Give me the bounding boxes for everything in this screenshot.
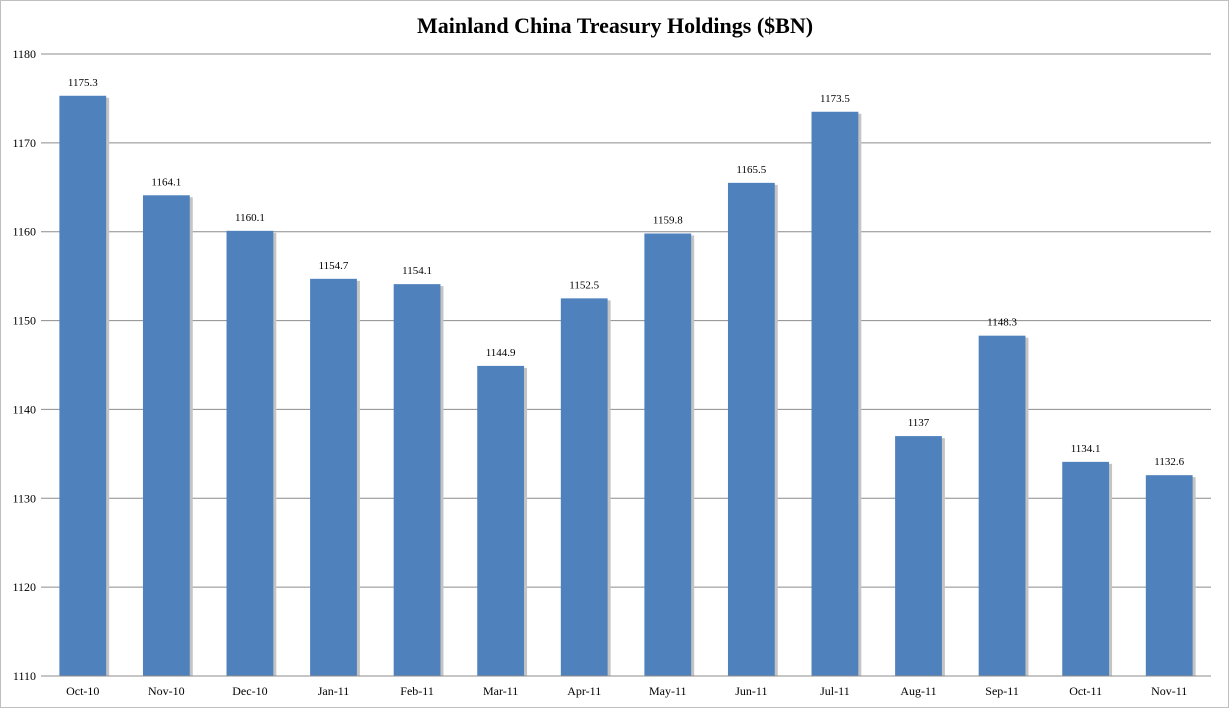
x-tick-label: Nov-11: [1151, 684, 1187, 698]
data-label: 1164.1: [151, 176, 181, 188]
chart-title: Mainland China Treasury Holdings ($BN): [417, 13, 813, 38]
x-tick-label: Jul-11: [820, 684, 850, 698]
bar-nov-11: [1145, 475, 1193, 676]
x-tick-label: Sep-11: [985, 684, 1019, 698]
y-tick-label: 1110: [13, 669, 36, 683]
data-labels: 1175.3 1164.1 1160.1 1154.7 1154.1 1144.9 1152…: [68, 77, 1185, 468]
data-label: 1173.5: [820, 93, 850, 105]
bar-sep-11: [978, 335, 1026, 676]
x-tick-label: May-11: [649, 684, 687, 698]
x-tick-label: Nov-10: [148, 684, 185, 698]
x-tick-label: Feb-11: [400, 684, 434, 698]
data-label: 1175.3: [68, 77, 98, 89]
bar-jul-11: [811, 111, 859, 676]
y-tick-label: 1120: [12, 580, 36, 594]
bar-aug-11: [895, 436, 942, 676]
bar-mar-11: [477, 365, 525, 676]
y-tick-label: 1140: [12, 402, 36, 416]
data-label: 1148.3: [987, 317, 1017, 329]
data-label: 1154.7: [319, 260, 349, 272]
gridlines: [41, 53, 1211, 588]
x-tick-label: Jun-11: [735, 684, 767, 698]
y-tick-label: 1160: [12, 225, 36, 239]
y-tick-label: 1180: [12, 47, 36, 61]
bar-apr-11: [560, 298, 608, 676]
x-tick-label: Aug-11: [900, 684, 936, 698]
x-tick-label: Apr-11: [567, 684, 601, 698]
data-label: 1134.1: [1071, 443, 1101, 455]
data-label: 1154.1: [402, 265, 432, 277]
y-tick-label: 1170: [12, 136, 36, 150]
data-label: 1159.8: [653, 214, 683, 226]
y-tick-label: 1130: [12, 491, 36, 505]
x-tick-label: Oct-10: [66, 684, 99, 698]
bar-jun-11: [727, 182, 775, 677]
y-tick-label: 1150: [12, 314, 36, 328]
data-label: 1144.9: [486, 347, 516, 359]
bar-nov-10: [142, 195, 190, 677]
data-label: 1132.6: [1154, 456, 1184, 468]
x-tick-label: Mar-11: [483, 684, 518, 698]
x-tick-label: Dec-10: [232, 684, 267, 698]
bar-dec-10: [226, 230, 274, 676]
x-tick-label: Jan-11: [318, 684, 350, 698]
bars: [59, 95, 1196, 677]
bar-oct-10: [59, 95, 107, 676]
data-label: 1165.5: [736, 164, 766, 176]
bar-jan-11: [310, 278, 357, 676]
data-label: 1152.5: [569, 279, 599, 291]
bar-may-11: [644, 233, 692, 676]
data-label: 1137: [908, 417, 930, 429]
bar-feb-11: [393, 284, 441, 676]
bar-oct-11: [1062, 461, 1110, 676]
x-axis-ticks: Oct-10 Nov-10 Dec-10 Jan-11 Feb-11 Mar-11 Apr-…: [66, 684, 1187, 698]
x-tick-label: Oct-11: [1069, 684, 1102, 698]
y-axis-ticks: 1110 1120 1130 1140 1150 1160 1170 1180: [12, 47, 36, 683]
data-label: 1160.1: [235, 212, 265, 224]
